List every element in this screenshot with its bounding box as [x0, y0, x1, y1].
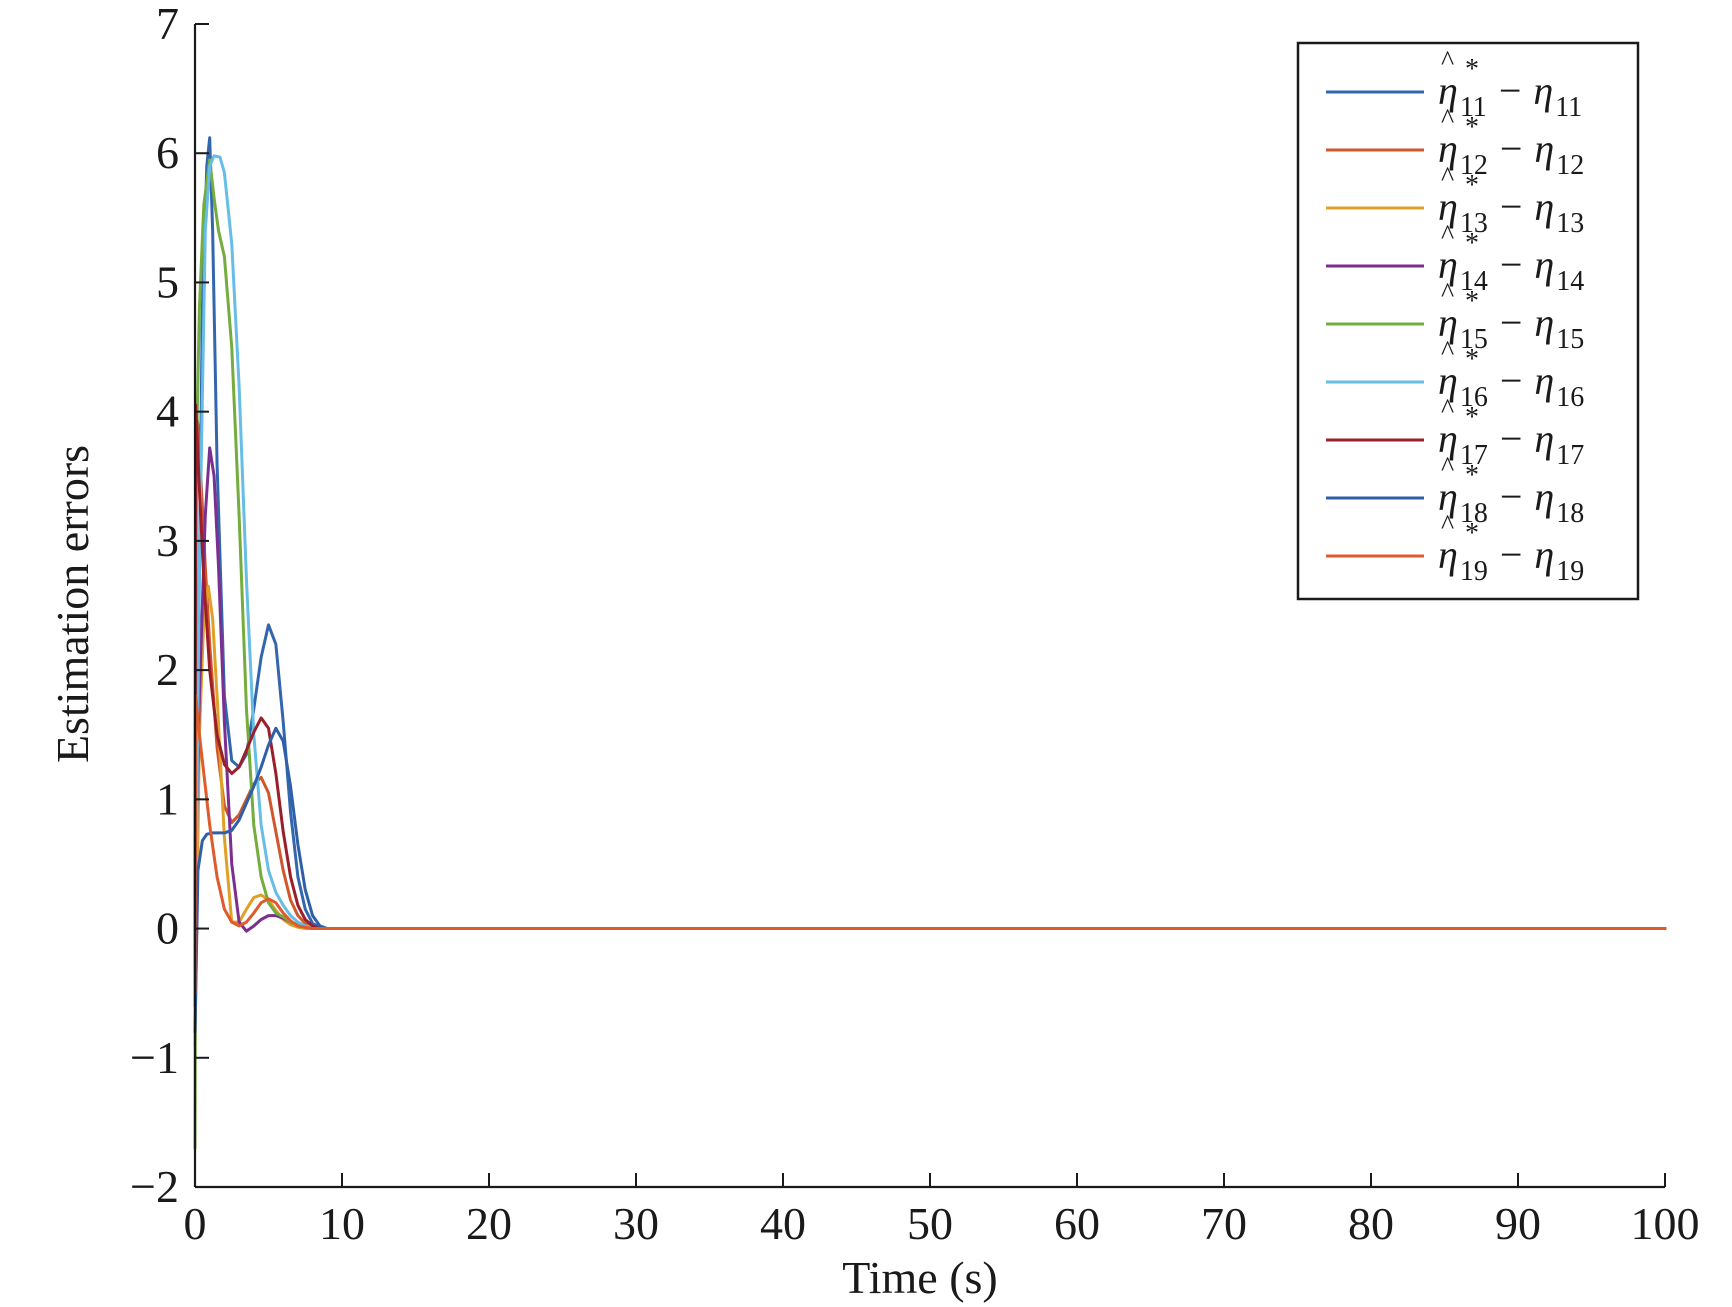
x-tick-label-100: 100 — [1631, 1198, 1700, 1249]
legend-entry-19: ^ *η19− η19 — [1438, 510, 1584, 587]
x-tick-label-40: 40 — [760, 1198, 806, 1249]
legend-entry-17: ^ *η17− η17 — [1438, 394, 1584, 471]
x-tick-label-90: 90 — [1495, 1198, 1541, 1249]
legend-hat-mark: ^ — [1441, 162, 1454, 193]
legend-label: η17− η17 — [1438, 416, 1584, 471]
x-tick-label-70: 70 — [1201, 1198, 1247, 1249]
legend-label: η14− η14 — [1438, 242, 1584, 297]
series-line-19 — [193, 694, 1667, 995]
y-axis-label: Estimation errors — [47, 445, 98, 763]
legend-entry-16: ^ *η16− η16 — [1438, 336, 1584, 413]
series-layer — [193, 136, 1667, 1150]
x-tick-label-60: 60 — [1054, 1198, 1100, 1249]
legend-label: η12− η12 — [1438, 126, 1584, 181]
y-tick-label-3: 3 — [156, 515, 179, 566]
x-tick-label-30: 30 — [613, 1198, 659, 1249]
legend-star-mark: * — [1465, 228, 1479, 259]
y-tick-label-1: 1 — [156, 773, 179, 824]
legend-entry-12: ^ *η12− η12 — [1438, 104, 1584, 181]
legend-star-mark: * — [1465, 112, 1479, 143]
ticks-layer: 0 10 20 30 40 50 60 70 80 90 100 −2 −1 0 1 2 3 4 5 6 7 — [130, 0, 1699, 1249]
legend-label: η18− η18 — [1438, 474, 1584, 529]
legend-star-mark: * — [1465, 518, 1479, 549]
legend-entry-11: ^ *η11− η11 — [1438, 46, 1582, 123]
legend-hat-mark: ^ — [1441, 452, 1454, 483]
legend-hat-mark: ^ — [1441, 394, 1454, 425]
legend-star-mark: * — [1465, 286, 1479, 317]
legend: ^ *η11− η11^ *η12− η12^ *η13− η13^ *η14− η14^ *η1… — [1296, 41, 1640, 601]
legend-entry-15: ^ *η15− η15 — [1438, 278, 1584, 355]
legend-label: η19− η19 — [1438, 532, 1584, 587]
x-tick-label-80: 80 — [1348, 1198, 1394, 1249]
legend-label: η16− η16 — [1438, 358, 1584, 413]
legend-star-mark: * — [1465, 54, 1479, 85]
y-tick-label-0: 0 — [156, 903, 179, 954]
legend-star-mark: * — [1465, 170, 1479, 201]
legend-hat-mark: ^ — [1441, 510, 1454, 541]
legend-label: η15− η15 — [1438, 300, 1584, 355]
x-tick-label-0: 0 — [184, 1198, 207, 1249]
x-axis-label: Time (s) — [842, 1252, 998, 1303]
legend-hat-mark: ^ — [1441, 104, 1454, 135]
legend-hat-mark: ^ — [1441, 46, 1454, 77]
legend-star-mark: * — [1465, 402, 1479, 433]
series-line-13 — [193, 584, 1667, 1047]
x-tick-label-10: 10 — [319, 1198, 365, 1249]
y-tick-label-2: 2 — [156, 644, 179, 695]
legend-label: η13− η13 — [1438, 184, 1584, 239]
x-tick-label-50: 50 — [907, 1198, 953, 1249]
legend-entry-14: ^ *η14− η14 — [1438, 220, 1584, 297]
legend-entry-13: ^ *η13− η13 — [1438, 162, 1584, 239]
legend-hat-mark: ^ — [1441, 278, 1454, 309]
y-tick-label-5: 5 — [156, 256, 179, 307]
series-line-18 — [193, 726, 1667, 1034]
legend-entry-18: ^ *η18− η18 — [1438, 452, 1584, 529]
y-tick-label--2: −2 — [130, 1161, 179, 1212]
legend-hat-mark: ^ — [1441, 336, 1454, 367]
legend-hat-mark: ^ — [1441, 220, 1454, 251]
legend-star-mark: * — [1465, 460, 1479, 491]
series-line-17 — [193, 403, 1667, 969]
y-tick-label--1: −1 — [130, 1032, 179, 1083]
y-tick-label-7: 7 — [156, 0, 179, 49]
x-tick-label-20: 20 — [466, 1198, 512, 1249]
y-tick-label-6: 6 — [156, 127, 179, 178]
legend-box — [1296, 41, 1640, 601]
legend-label: η11− η11 — [1438, 68, 1582, 123]
y-tick-label-4: 4 — [156, 386, 179, 437]
legend-star-mark: * — [1465, 344, 1479, 375]
